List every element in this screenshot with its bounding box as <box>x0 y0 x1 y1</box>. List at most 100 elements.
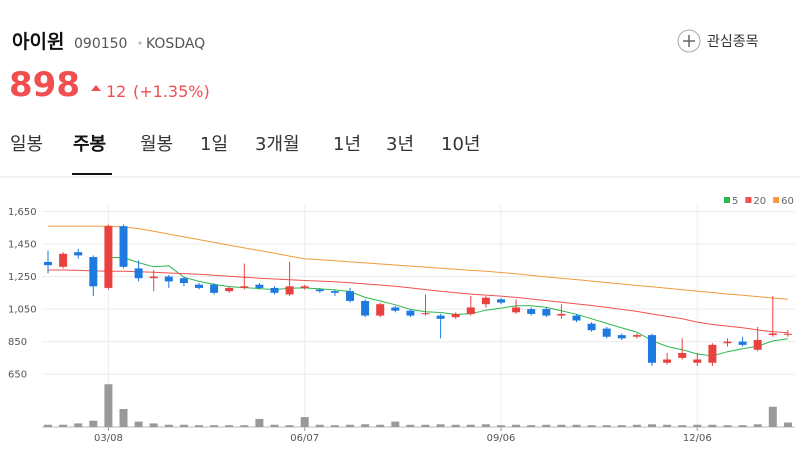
up-arrow <box>91 85 101 91</box>
volume-bar <box>89 420 98 427</box>
volume-bar <box>678 425 687 427</box>
y-tick-label: 1,450 <box>8 240 37 251</box>
candle-body <box>497 299 505 303</box>
volume-bar <box>74 423 83 427</box>
candle-body <box>74 252 83 256</box>
y-tick-label: 850 <box>8 337 27 348</box>
candle-body <box>134 268 143 279</box>
candle-body <box>481 297 490 305</box>
tab[interactable]: 주봉 <box>73 134 106 155</box>
legend-swatch <box>724 197 730 203</box>
price-change-pct: (+1.35%) <box>133 82 210 101</box>
x-tick-label: 03/08 <box>94 433 123 444</box>
candle-body <box>723 341 732 344</box>
tab[interactable]: 1년 <box>333 134 361 155</box>
candle-body <box>738 341 747 345</box>
candle-body <box>346 291 354 301</box>
moving-average-line <box>108 256 788 357</box>
y-tick-label: 1,050 <box>8 305 37 316</box>
volume-bar <box>466 424 475 427</box>
tab[interactable]: 3년 <box>386 134 414 155</box>
candle-body <box>210 284 219 293</box>
candle-body <box>557 313 566 316</box>
volume-bar <box>330 425 339 427</box>
volume-bar <box>497 425 505 427</box>
volume-bar <box>376 424 385 427</box>
candle-body <box>240 286 249 288</box>
favorite-label[interactable]: 관심종목 <box>707 34 759 50</box>
candle-body <box>678 352 687 358</box>
volume-bar <box>512 424 521 427</box>
volume-bar <box>285 425 294 427</box>
candle-body <box>361 300 370 316</box>
volume-bar <box>149 423 158 427</box>
candle-body <box>315 289 324 292</box>
moving-average-line <box>48 269 788 334</box>
candle-body <box>421 313 430 315</box>
candle-body <box>149 276 158 279</box>
candle-body <box>617 335 626 339</box>
candle-body <box>572 315 581 321</box>
candle-body <box>330 291 339 293</box>
candle-body <box>451 313 460 318</box>
candle-body <box>89 257 98 287</box>
volume-bar <box>361 424 370 427</box>
volume-bar <box>421 424 430 427</box>
volume-bar <box>44 424 52 427</box>
volume-bar <box>542 424 551 427</box>
candle-body <box>225 287 234 292</box>
volume-bar <box>300 417 309 427</box>
legend-swatch <box>745 197 752 203</box>
volume-bar <box>59 424 68 427</box>
candle-body <box>376 304 385 316</box>
volume-bar <box>738 425 747 427</box>
x-tick-label: 12/06 <box>683 433 712 444</box>
tab[interactable]: 월봉 <box>140 134 173 155</box>
legend-label: 60 <box>781 196 794 207</box>
y-tick-label: 1,250 <box>8 272 37 283</box>
candle-body <box>632 335 641 337</box>
candle-body <box>753 339 762 350</box>
candle-body <box>44 261 52 266</box>
volume-bar <box>270 424 279 427</box>
x-tick-label: 09/06 <box>487 433 516 444</box>
tab[interactable]: 1일 <box>200 134 228 155</box>
candle-body <box>648 335 656 363</box>
candle-body <box>104 226 113 288</box>
tab[interactable]: 3개월 <box>255 134 300 155</box>
volume-bar <box>693 424 702 427</box>
candle-body <box>542 309 551 316</box>
candle-body <box>164 276 173 282</box>
volume-bar <box>617 425 626 427</box>
volume-bar <box>587 425 596 427</box>
candle-body <box>436 315 445 319</box>
volume-bar <box>723 425 732 427</box>
favorite-button[interactable]: 관심종목 <box>677 29 759 53</box>
candle-body <box>587 323 596 331</box>
plus-icon <box>683 35 695 47</box>
candle-body <box>602 328 611 337</box>
volume-bar <box>195 425 203 427</box>
volume-bar <box>527 425 536 427</box>
candle-body <box>59 253 68 267</box>
period-tabs: 일봉 주봉 월봉 1일 3개월 1년 3년 10년 <box>10 134 480 175</box>
market-name: KOSDAQ <box>146 36 205 52</box>
volume-bar <box>255 418 264 427</box>
volume-bar <box>572 424 581 427</box>
volume-bar <box>315 424 324 427</box>
chart: 1,650 1,450 1,250 1,050 850 650 03/08 06/07 09/0… <box>8 196 795 444</box>
volume-bar <box>708 424 717 427</box>
candle-body <box>708 344 717 363</box>
stock-code: 090150 <box>74 36 127 52</box>
volume-bar <box>225 425 234 427</box>
tab[interactable]: 일봉 <box>10 134 43 155</box>
volume-bar <box>210 425 219 427</box>
volume-bar <box>119 409 128 427</box>
candle-body <box>406 310 415 316</box>
y-tick-label: 1,650 <box>8 207 37 218</box>
tab[interactable]: 10년 <box>441 134 480 155</box>
candle-body <box>783 333 792 335</box>
candle-body <box>768 333 777 336</box>
